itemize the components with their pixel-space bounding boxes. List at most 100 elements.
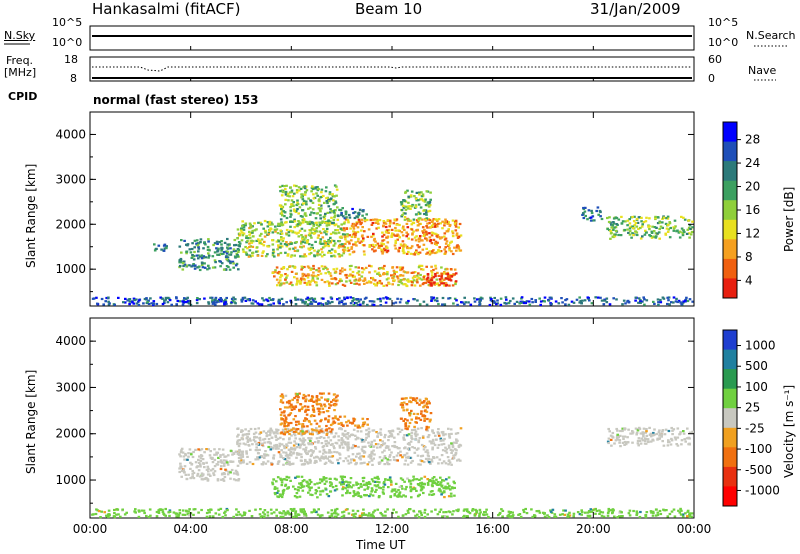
echo-cell <box>334 270 338 273</box>
echo-cell <box>302 277 306 281</box>
echo-cell <box>246 247 249 250</box>
echo-cell <box>247 443 250 447</box>
echo-cell <box>368 482 372 486</box>
echo-cell <box>161 510 165 513</box>
echo-cell <box>342 446 345 449</box>
echo-cell <box>346 432 350 435</box>
echo-cell <box>274 230 277 233</box>
echo-cell <box>464 301 467 304</box>
echo-cell <box>289 209 293 212</box>
echo-cell <box>688 515 692 518</box>
echo-cell <box>646 438 650 441</box>
echo-cell <box>651 225 654 228</box>
echo-cell <box>420 264 424 267</box>
echo-cell <box>349 458 353 461</box>
echo-cell <box>649 433 652 436</box>
echo-cell <box>508 512 512 515</box>
echo-cell <box>365 218 369 222</box>
echo-cell <box>325 424 328 428</box>
echo-cell <box>342 215 345 218</box>
echo-cell <box>430 274 434 277</box>
echo-cell <box>662 216 666 219</box>
echo-cell <box>164 514 167 517</box>
echo-cell <box>293 254 296 257</box>
echo-cell <box>306 276 310 279</box>
echo-cell <box>417 199 420 202</box>
echo-cell <box>370 440 374 443</box>
echo-cell <box>304 446 308 449</box>
echo-cell <box>285 228 289 232</box>
echo-cell <box>320 278 324 281</box>
echo-cell <box>267 438 271 441</box>
echo-cell <box>275 508 278 511</box>
echo-cell <box>362 237 365 240</box>
echo-cell <box>244 222 248 225</box>
echo-cell <box>407 425 411 428</box>
echo-cell <box>635 510 639 513</box>
echo-cell <box>418 510 422 513</box>
echo-cell <box>309 229 312 232</box>
echo-cell <box>333 403 336 406</box>
echo-cell <box>621 515 624 518</box>
echo-cell <box>288 463 292 466</box>
echo-cell <box>414 435 418 438</box>
echo-cell <box>149 514 152 517</box>
echo-cell <box>412 478 416 481</box>
echo-cell <box>634 222 638 225</box>
echo-cell <box>315 221 318 224</box>
echo-cell <box>135 302 139 305</box>
echo-cell <box>305 418 309 421</box>
echo-cell <box>658 237 661 240</box>
echo-cell <box>358 277 361 280</box>
echo-cell <box>336 206 339 209</box>
echo-cell <box>182 455 186 458</box>
echo-cell <box>414 251 418 254</box>
echo-cell <box>383 463 386 466</box>
echo-cell <box>277 240 281 243</box>
echo-cell <box>432 479 435 483</box>
echo-cell <box>411 233 414 236</box>
echo-cell <box>676 427 680 430</box>
echo-cell <box>327 495 331 498</box>
echo-cell <box>348 216 352 219</box>
echo-cell <box>191 264 195 267</box>
echo-cell <box>393 489 396 492</box>
echo-cell <box>408 456 412 459</box>
echo-cell <box>343 268 347 271</box>
echo-cell <box>416 513 419 516</box>
echo-cell <box>405 452 409 455</box>
echo-cell <box>658 434 661 437</box>
echo-cell <box>404 212 407 215</box>
echo-cell <box>197 254 200 257</box>
echo-cell <box>214 303 217 306</box>
echo-cell <box>242 228 246 231</box>
echo-cell <box>268 434 272 437</box>
echo-cell <box>184 300 188 304</box>
echo-cell <box>355 282 358 285</box>
echo-cell <box>342 303 345 306</box>
echo-cell <box>188 448 192 451</box>
echo-cell <box>367 427 371 430</box>
echo-cell <box>438 250 441 253</box>
echo-cell <box>182 260 186 263</box>
echo-cell <box>339 278 342 281</box>
velocity-colorbar-tick-label: -100 <box>745 442 772 456</box>
echo-cell <box>411 488 414 491</box>
echo-cell <box>379 297 382 300</box>
echo-cell <box>338 453 342 456</box>
echo-cell <box>283 424 286 427</box>
echo-cell <box>249 245 253 248</box>
echo-cell <box>373 237 376 240</box>
echo-cell <box>340 299 344 302</box>
y-tick-label: 3000 <box>55 172 86 186</box>
echo-cell <box>190 256 194 259</box>
echo-cell <box>445 478 448 481</box>
echo-cell <box>341 432 345 435</box>
echo-cell <box>407 205 410 208</box>
echo-cell <box>353 275 356 278</box>
echo-cell <box>281 239 285 243</box>
echo-cell <box>337 225 340 228</box>
echo-cell <box>398 223 401 227</box>
echo-cell <box>351 274 355 277</box>
echo-cell <box>368 453 372 457</box>
